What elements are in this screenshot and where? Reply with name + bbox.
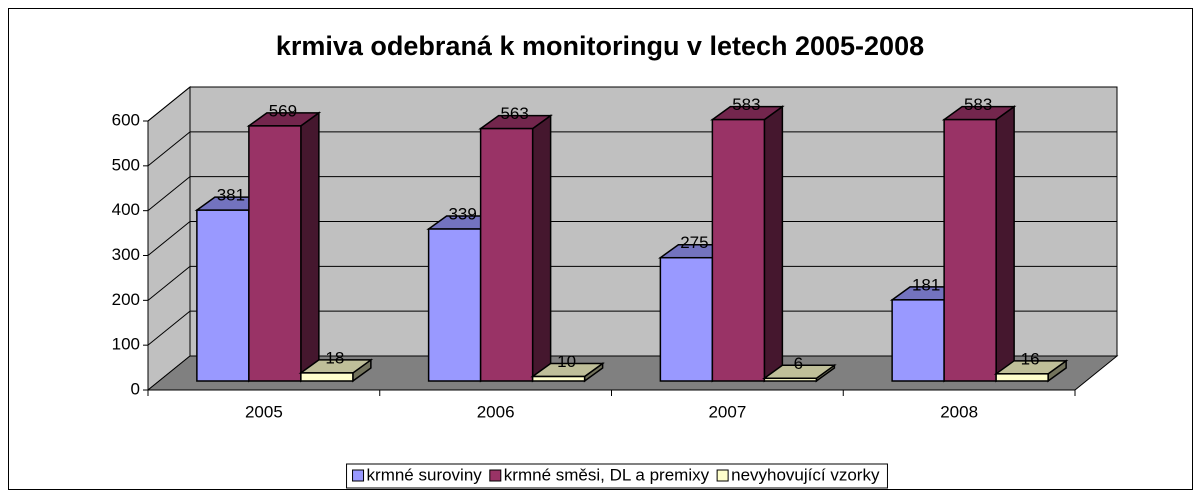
bar-front — [943, 118, 997, 382]
grid-line — [147, 265, 191, 301]
bar — [530, 362, 605, 383]
data-label: 275 — [680, 233, 708, 252]
bar-side — [995, 105, 1015, 383]
data-label: 16 — [1021, 349, 1040, 368]
data-label: 381 — [217, 186, 245, 205]
bar — [478, 114, 553, 383]
y-tick-label: 300 — [112, 245, 140, 264]
bar — [246, 111, 322, 383]
data-label: 6 — [794, 354, 803, 373]
bar-front — [763, 377, 818, 382]
legend-label: krmné suroviny — [367, 465, 483, 484]
chart-title: krmiva odebraná k monitoringu v letech 2… — [276, 31, 924, 61]
bar — [710, 105, 785, 383]
y-tick-label: 200 — [112, 290, 140, 309]
legend-swatch — [716, 469, 729, 482]
x-tick-label: 2008 — [940, 402, 978, 421]
bar-front — [659, 256, 714, 382]
y-tick-label: 400 — [112, 200, 140, 219]
bar-side — [531, 114, 552, 383]
y-tick-label: 600 — [112, 110, 140, 129]
bar — [298, 358, 374, 383]
legend: krmné suroviny krmné směsi, DL a premixy n… — [346, 463, 888, 489]
bar-front — [479, 127, 534, 382]
data-label: 18 — [325, 348, 344, 367]
data-label: 583 — [732, 95, 760, 114]
grid-line — [147, 176, 191, 212]
data-label: 181 — [912, 275, 940, 294]
legend-label: krmné směsi, DL a premixy — [504, 465, 710, 484]
bar-front — [711, 118, 766, 382]
bar-front — [427, 228, 482, 382]
bar-front — [196, 209, 250, 382]
bar-side — [300, 111, 320, 383]
data-label: 10 — [557, 352, 576, 371]
y-tick-label: 100 — [112, 335, 140, 354]
data-label: 583 — [964, 95, 992, 114]
y-tick-label: 500 — [112, 155, 140, 174]
bar — [993, 359, 1069, 383]
bar-front — [248, 125, 302, 382]
x-tick-label: 2006 — [477, 402, 515, 421]
data-label: 563 — [500, 104, 528, 123]
data-label: 339 — [448, 204, 476, 223]
legend-swatch — [489, 469, 502, 482]
legend-label: nevyhovující vzorky — [731, 465, 880, 484]
bar-front — [891, 299, 945, 382]
legend-swatch — [352, 469, 365, 482]
grid-line — [147, 221, 191, 256]
y-tick-label: 0 — [131, 379, 140, 398]
bar-front — [531, 375, 586, 382]
bar-front — [300, 372, 354, 382]
bar — [941, 105, 1017, 383]
x-tick-label: 2007 — [708, 402, 746, 421]
grid-line — [147, 86, 191, 122]
bar-side — [763, 105, 784, 383]
bar — [762, 363, 837, 383]
bar-front — [995, 373, 1049, 382]
grid-line — [147, 310, 191, 346]
legend-box — [346, 463, 888, 489]
x-tick-label: 2005 — [245, 402, 283, 421]
grid-line — [147, 131, 191, 167]
data-label: 569 — [269, 101, 297, 120]
